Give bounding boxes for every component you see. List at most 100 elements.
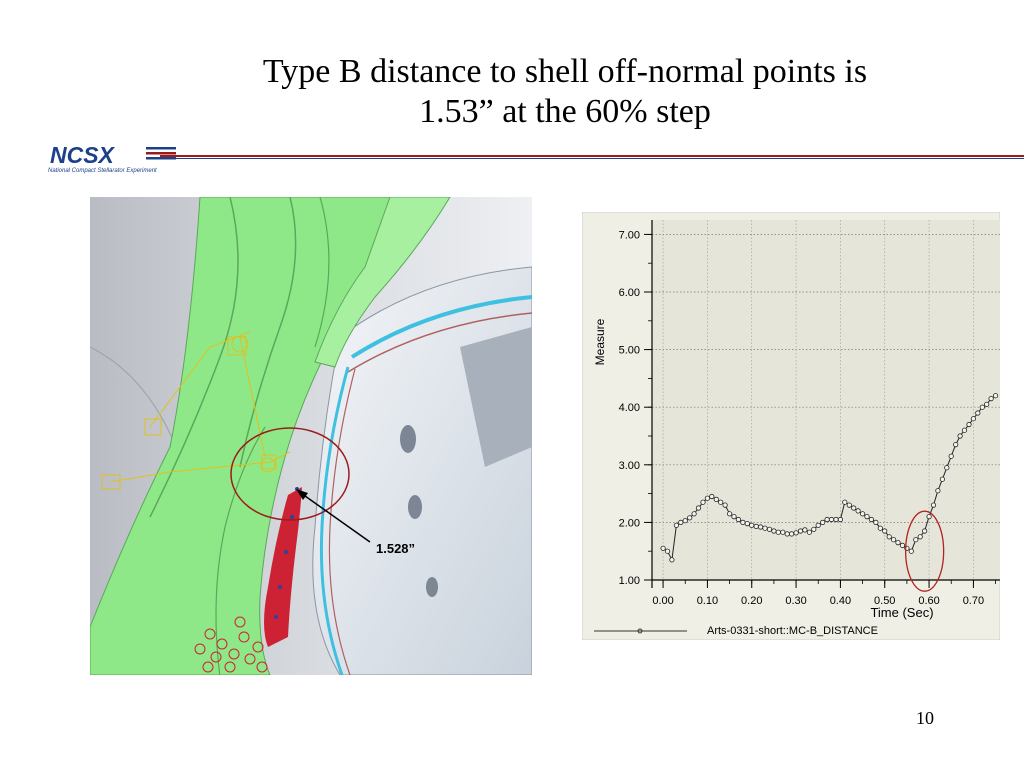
shell-hole <box>426 577 438 597</box>
x-tick-label: 0.00 <box>652 595 673 607</box>
x-tick-label: 0.20 <box>741 595 762 607</box>
callout-arrow-line <box>297 490 371 543</box>
data-point <box>890 537 897 543</box>
data-point <box>744 520 750 527</box>
data-point <box>735 516 741 523</box>
chart-highlight <box>904 510 945 592</box>
header-rule <box>160 155 1024 157</box>
data-point <box>802 527 808 533</box>
y-tick-label: 6.00 <box>619 287 640 299</box>
callout-distance-label: 1.528” <box>376 541 416 556</box>
data-point <box>908 548 914 554</box>
data-point <box>784 531 790 537</box>
data-point <box>766 526 773 532</box>
data-point <box>762 525 768 531</box>
data-point <box>842 499 848 505</box>
data-point <box>660 545 666 551</box>
data-point <box>970 416 976 422</box>
data-point <box>695 505 702 511</box>
data-point <box>957 433 963 439</box>
minimum-highlight-ellipse <box>904 510 945 592</box>
x-tick-label: 0.40 <box>830 595 851 607</box>
data-point <box>687 515 693 521</box>
data-point <box>820 519 826 525</box>
data-point <box>718 499 724 505</box>
data-point <box>917 534 923 540</box>
shell-opening <box>460 327 532 467</box>
coil-winding-line <box>314 197 330 348</box>
data-point <box>740 519 746 525</box>
data-point <box>727 511 733 517</box>
distance-chart: 1.00 2.00 3.00 4.00 5.00 6.00 7.00 0.00 0.10 0.20… <box>582 212 1000 640</box>
data-point <box>939 476 945 482</box>
data-point <box>709 493 715 500</box>
slide-title: Type B distance to shell off-normal poin… <box>150 52 980 132</box>
data-point <box>669 557 675 563</box>
data-point <box>930 502 937 508</box>
data-point <box>815 522 821 528</box>
header-rule-secondary <box>160 158 1024 159</box>
shell-contact-points <box>274 487 299 619</box>
data-point <box>979 404 985 410</box>
data-point <box>926 513 932 520</box>
y-tick-label: 2.00 <box>619 517 640 529</box>
data-point <box>824 516 830 523</box>
data-point <box>921 528 928 534</box>
data-point <box>859 511 866 517</box>
data-point <box>913 537 919 543</box>
highlight-ellipse <box>230 427 350 521</box>
data-point <box>953 442 959 448</box>
data-point <box>855 508 861 514</box>
data-point <box>700 499 706 505</box>
data-point <box>797 528 804 534</box>
data-point <box>984 401 990 407</box>
data-point <box>780 529 786 535</box>
data-point <box>678 519 684 525</box>
data-point <box>789 531 795 537</box>
y-tick-label: 5.00 <box>619 345 640 357</box>
shell-hole <box>400 425 416 453</box>
data-point <box>992 393 999 399</box>
x-axis-label: Time (Sec) <box>870 605 933 620</box>
data-point <box>673 522 680 528</box>
legend-marker <box>637 628 643 634</box>
coil-winding-line <box>239 197 297 468</box>
data-point <box>961 427 968 433</box>
y-tick-label: 3.00 <box>619 460 640 472</box>
data-point <box>948 453 954 459</box>
data-point <box>886 534 892 540</box>
data-point <box>975 410 981 416</box>
data-point <box>868 516 874 523</box>
shell-rim-cyan <box>350 295 532 359</box>
shell-rim-red <box>347 312 532 373</box>
x-tick-label: 0.30 <box>785 595 806 607</box>
off-normal-point-markers <box>194 616 268 673</box>
chart-series <box>660 393 999 563</box>
data-point <box>682 518 688 524</box>
y-tick-label: 7.00 <box>619 229 640 241</box>
data-point <box>713 496 719 502</box>
coil-winding-line <box>215 426 266 675</box>
data-point <box>988 396 994 402</box>
shell-edge-cyan <box>319 366 350 675</box>
logo-text: NCSX <box>50 142 114 168</box>
off-normal-points-cluster <box>264 487 302 647</box>
data-point <box>851 505 857 511</box>
x-tick-label: 0.60 <box>918 595 939 607</box>
data-point <box>758 524 764 530</box>
y-tick-label: 1.00 <box>619 575 640 587</box>
logo-subtitle: National Compact Stellarator Experiment <box>48 168 157 174</box>
data-point <box>882 528 888 534</box>
coil-winding-line <box>149 197 239 518</box>
cad-rendering <box>90 197 532 675</box>
data-point <box>935 488 941 494</box>
title-line-2: 1.53” at the 60% step <box>419 93 711 130</box>
data-point <box>811 526 817 532</box>
data-point <box>944 465 950 471</box>
y-tick-label: 4.00 <box>619 402 640 414</box>
page-number: 10 <box>916 708 934 728</box>
data-point <box>833 516 839 523</box>
data-point <box>704 495 711 501</box>
x-tick-label: 0.70 <box>963 595 984 607</box>
data-point <box>691 511 697 517</box>
